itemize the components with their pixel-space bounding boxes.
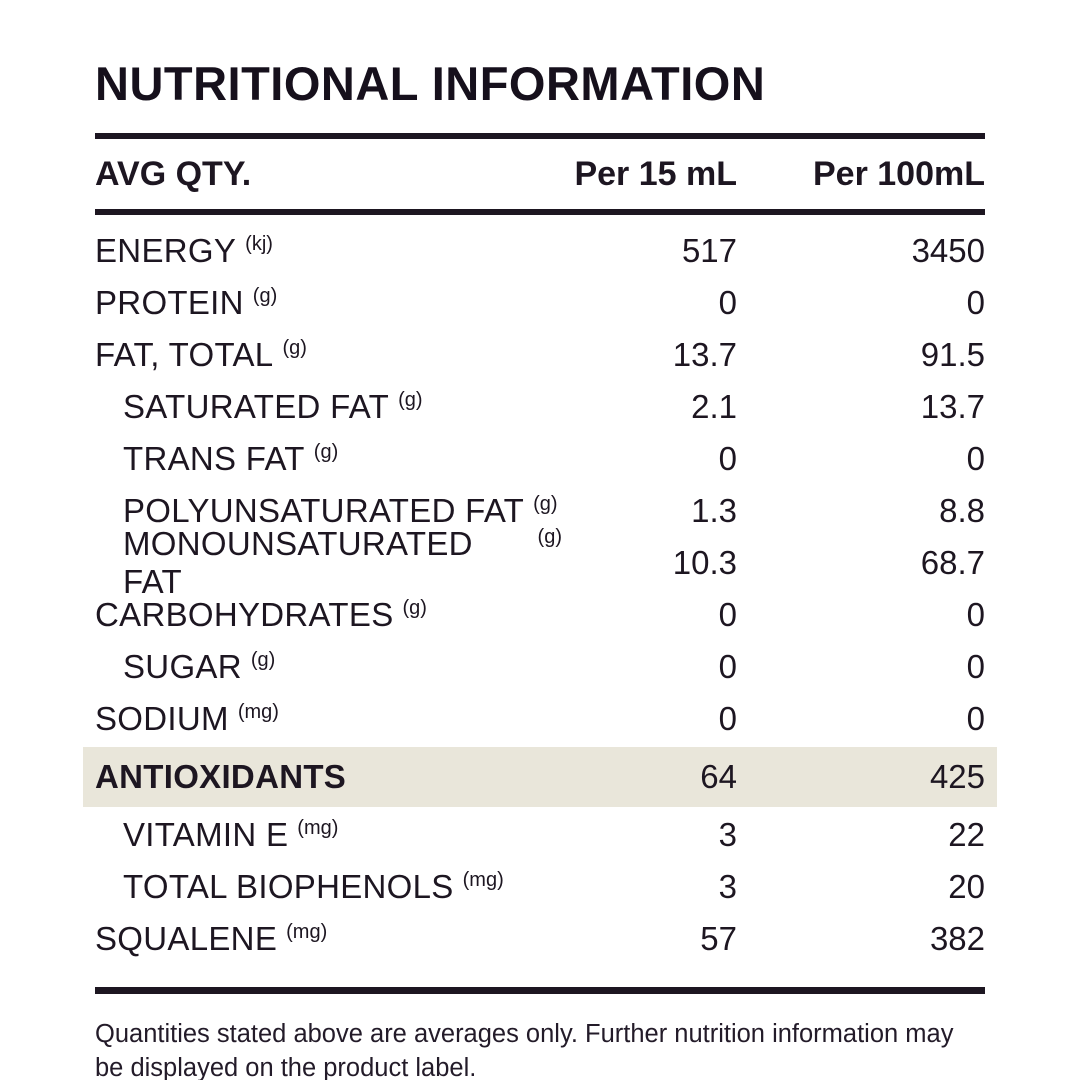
row-unit: (g) <box>533 493 558 515</box>
row-label: POLYUNSATURATED FAT <box>123 492 525 529</box>
nutrition-row: SATURATED FAT (g) 2.1 13.7 <box>95 381 985 433</box>
value-per-100ml: 8.8 <box>939 492 985 529</box>
row-unit: (g) <box>398 389 423 411</box>
value-per-100ml: 0 <box>966 648 985 685</box>
nutrition-row: TRANS FAT (g) 0 0 <box>95 433 985 485</box>
value-per-100ml: 3450 <box>911 232 985 269</box>
value-per-15ml: 3 <box>718 816 737 853</box>
row-label: SUGAR <box>123 648 242 685</box>
nutrition-row: CARBOHYDRATES (g) 0 0 <box>95 589 985 641</box>
table-header: AVG QTY. Per 15 mL Per 100mL <box>95 139 985 209</box>
nutrition-row: TOTAL BIOPHENOLS (mg) 3 20 <box>95 861 985 913</box>
row-unit: (g) <box>252 285 278 307</box>
row-label: CARBOHYDRATES <box>95 596 394 633</box>
row-unit: (g) <box>313 441 339 463</box>
value-per-15ml: 0 <box>718 648 737 685</box>
value-per-15ml: 0 <box>718 596 737 633</box>
row-unit: (g) <box>537 526 562 548</box>
value-per-100ml: 382 <box>929 920 985 957</box>
value-per-100ml: 22 <box>948 816 985 853</box>
value-per-15ml: 57 <box>700 920 737 957</box>
column-header-avg-qty: AVG QTY. <box>95 154 252 193</box>
row-unit: (g) <box>250 649 276 671</box>
row-label: VITAMIN E <box>123 816 289 853</box>
table-body: ENERGY (kj) 517 3450 PROTEIN (g) 0 0 FAT… <box>83 215 997 965</box>
value-per-100ml: 68.7 <box>920 544 985 581</box>
value-per-100ml: 0 <box>966 596 985 633</box>
value-per-15ml: 10.3 <box>672 544 737 581</box>
divider-header <box>95 209 985 215</box>
nutrition-row: FAT, TOTAL (g) 13.7 91.5 <box>95 329 985 381</box>
value-per-100ml: 0 <box>966 284 985 321</box>
nutrition-row: VITAMIN E (mg) 3 22 <box>95 809 985 861</box>
row-label: MONOUNSATURATED FAT <box>123 525 473 600</box>
value-per-100ml: 425 <box>929 758 985 795</box>
value-per-15ml: 2.1 <box>691 388 737 425</box>
nutrition-row: ENERGY (kj) 517 3450 <box>95 225 985 277</box>
row-unit: (mg) <box>462 869 504 891</box>
nutrition-row: SQUALENE (mg) 57 382 <box>95 913 985 965</box>
row-label: ANTIOXIDANTS <box>95 758 347 795</box>
row-unit: (g) <box>402 597 427 619</box>
value-per-100ml: 0 <box>966 440 985 477</box>
value-per-100ml: 13.7 <box>920 388 985 425</box>
row-label: PROTEIN <box>95 284 244 321</box>
row-label: TRANS FAT <box>123 440 305 477</box>
value-per-100ml: 91.5 <box>920 336 985 373</box>
row-label: SODIUM <box>95 700 229 737</box>
row-label: FAT, TOTAL <box>95 336 274 373</box>
value-per-15ml: 3 <box>718 868 737 905</box>
value-per-15ml: 0 <box>718 284 737 321</box>
footnote-text: Quantities stated above are averages onl… <box>95 1020 954 1080</box>
panel-title: NUTRITIONAL INFORMATION <box>95 57 766 110</box>
nutrition-row: SUGAR (g) 0 0 <box>95 641 985 693</box>
value-per-15ml: 0 <box>718 440 737 477</box>
value-per-15ml: 1.3 <box>691 492 737 529</box>
row-unit: (mg) <box>237 701 279 723</box>
row-unit: (mg) <box>286 921 328 943</box>
value-per-100ml: 20 <box>948 868 985 905</box>
column-header-per-100ml: Per 100mL <box>813 154 985 193</box>
divider-top <box>95 133 985 139</box>
row-label: TOTAL BIOPHENOLS <box>123 868 454 905</box>
row-label: SATURATED FAT <box>123 388 390 425</box>
column-header-per-15ml: Per 15 mL <box>574 154 737 193</box>
divider-bottom <box>95 987 985 994</box>
nutrition-row: SODIUM (mg) 0 0 <box>95 693 985 745</box>
row-label: ENERGY <box>95 232 237 269</box>
nutrition-row: POLYUNSATURATED FAT (g) 1.3 8.8 <box>95 485 985 537</box>
row-label: SQUALENE <box>95 920 278 957</box>
row-unit: (g) <box>282 337 307 359</box>
nutrition-row: MONOUNSATURATED FAT (g) 10.3 68.7 <box>95 525 985 600</box>
value-per-100ml: 0 <box>966 700 985 737</box>
row-unit: (mg) <box>297 817 339 839</box>
row-unit: (kj) <box>245 233 273 255</box>
value-per-15ml: 0 <box>718 700 737 737</box>
value-per-15ml: 13.7 <box>672 336 737 373</box>
value-per-15ml: 517 <box>681 232 737 269</box>
nutrition-row: PROTEIN (g) 0 0 <box>95 277 985 329</box>
value-per-15ml: 64 <box>700 758 737 795</box>
nutrition-row: ANTIOXIDANTS 64 425 <box>83 747 997 807</box>
